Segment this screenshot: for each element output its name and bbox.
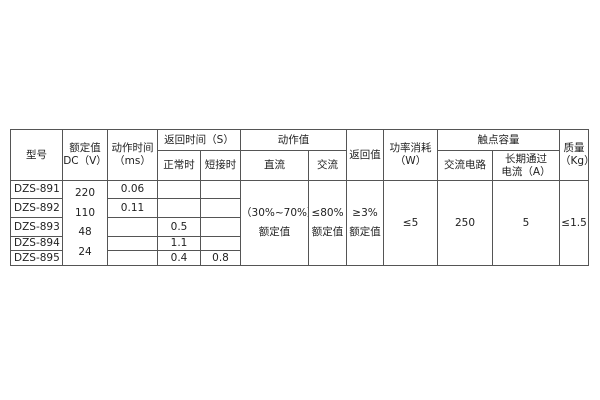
return-normal-cell xyxy=(157,198,201,218)
header-model: 型号 xyxy=(10,129,63,181)
header-action-time-line2: （ms） xyxy=(114,155,151,167)
power-cell: ≤5 xyxy=(383,180,439,266)
action-time-cell: 0.06 xyxy=(107,180,158,199)
return-short-cell xyxy=(199,236,242,251)
header-rated-dc: 额定值 DC（V） xyxy=(62,129,108,181)
model-cell: DZS-894 xyxy=(10,236,63,251)
voltage-value: 220 xyxy=(74,187,96,200)
return-normal-cell: 1.1 xyxy=(157,236,201,251)
return-value-value: ≥3% xyxy=(352,207,378,219)
table-row: DZS-891 220 110 48 24 0.06 （30%~70%）额定值 … xyxy=(10,180,590,266)
action-ac-unit: 额定值 xyxy=(311,226,344,238)
header-return-time: 返回时间（S） xyxy=(156,129,242,151)
return-short-cell xyxy=(199,198,242,218)
header-power-line1: 功率消耗 xyxy=(389,142,432,154)
table-row: DZS-895 0.4 0.8 xyxy=(10,250,589,266)
header-action-time: 动作时间 （ms） xyxy=(107,129,158,181)
ac-circuit-cell: 250 xyxy=(437,180,494,266)
return-normal-cell xyxy=(157,180,201,199)
model-cell: DZS-895 xyxy=(10,250,63,266)
header-long-current: 长期通过 电流（A） xyxy=(492,150,561,181)
header-power: 功率消耗 （W） xyxy=(383,129,439,181)
header-action-time-line1: 动作时间 xyxy=(111,142,154,154)
return-normal-cell: 0.4 xyxy=(157,250,201,266)
voltage-cell: 220 110 48 24 xyxy=(62,180,108,266)
long-current-cell: 5 xyxy=(492,180,561,266)
model-cell: DZS-892 xyxy=(10,198,63,218)
voltage-value: 110 xyxy=(74,206,96,219)
voltage-value: 24 xyxy=(78,245,92,258)
header-return-value: 返回值 xyxy=(346,129,385,181)
return-short-cell xyxy=(199,217,242,237)
voltage-value: 48 xyxy=(78,226,92,239)
mass-cell: ≤1.5 xyxy=(559,180,590,266)
action-dc-value: （30%~70%） xyxy=(241,207,308,219)
action-ac-value: ≤80% xyxy=(311,207,344,219)
return-short-cell: 0.8 xyxy=(199,250,242,266)
return-short-cell xyxy=(199,180,242,199)
header-ac-circuit: 交流电路 xyxy=(437,150,494,181)
action-time-cell: 0.11 xyxy=(107,198,158,218)
relay-spec-table: 型号 额定值 DC（V） 动作时间 （ms） 返回时间（S） 动作值 返回值 功率消… xyxy=(10,129,590,266)
header-rated-dc-line1: 额定值 xyxy=(69,142,101,154)
header-long-current-line1: 长期通过 xyxy=(505,152,548,165)
header-action-ac: 交流 xyxy=(308,150,348,181)
header-mass-line2: （Kg） xyxy=(560,155,588,167)
header-return-short: 短接时 xyxy=(199,150,242,181)
table-row: DZS-893 0.5 xyxy=(10,217,589,237)
action-time-cell xyxy=(107,217,158,237)
action-ac-cell: ≤80% 额定值 xyxy=(308,180,348,266)
model-cell: DZS-893 xyxy=(10,217,63,237)
header-mass: 质量（Kg） xyxy=(559,129,590,181)
action-dc-unit: 额定值 xyxy=(258,226,291,238)
header-long-current-line2: 电流（A） xyxy=(501,165,551,178)
return-value-cell: ≥3% 额定值 xyxy=(346,180,385,266)
action-time-cell xyxy=(107,250,158,266)
return-value-unit: 额定值 xyxy=(349,226,381,238)
model-cell: DZS-891 xyxy=(10,180,63,199)
return-normal-cell: 0.5 xyxy=(157,217,201,237)
header-action-value: 动作值 xyxy=(240,129,348,151)
header-action-dc: 直流 xyxy=(240,150,310,181)
header-contact-capacity: 触点容量 xyxy=(437,129,561,151)
header-return-normal: 正常时 xyxy=(157,150,201,181)
header-rated-dc-line2: DC（V） xyxy=(63,155,107,167)
action-dc-cell: （30%~70%） 额定值 xyxy=(240,180,310,266)
header-power-line2: （W） xyxy=(394,155,427,167)
header-mass-line1: 质量 xyxy=(563,142,585,154)
action-time-cell xyxy=(107,236,158,251)
